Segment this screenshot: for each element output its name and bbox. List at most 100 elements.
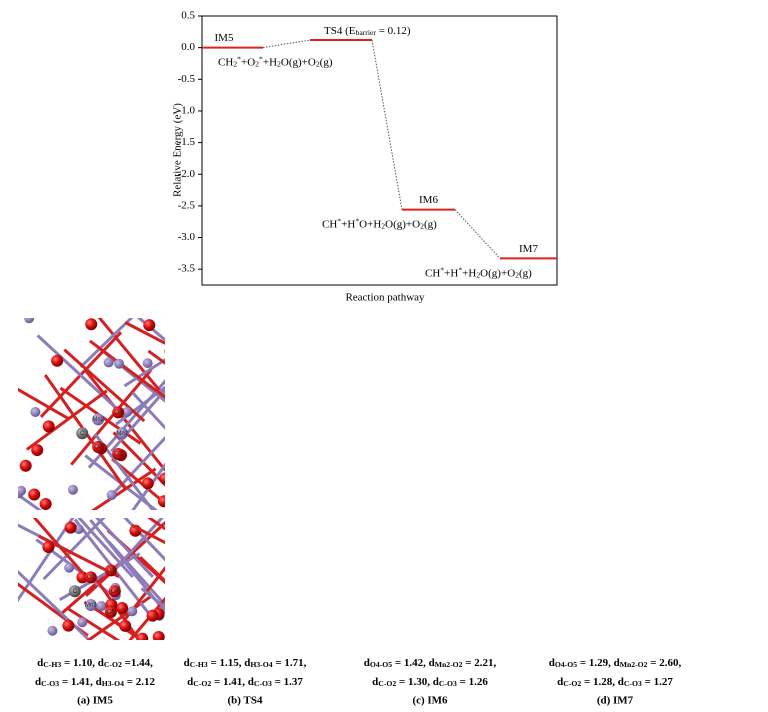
bond xyxy=(618,363,698,404)
bond xyxy=(465,492,545,582)
o-atom xyxy=(688,343,700,355)
o-atom xyxy=(143,319,156,332)
atom-label: O4 xyxy=(111,589,120,595)
bond xyxy=(140,587,165,610)
atom-label: Mn1 xyxy=(638,608,650,614)
mn-atom xyxy=(360,330,370,340)
bond xyxy=(639,501,719,582)
mn-atom xyxy=(261,597,271,607)
o-atom xyxy=(433,436,445,448)
atom-label: O4 xyxy=(444,610,453,616)
o-atom xyxy=(630,433,642,445)
bond xyxy=(574,503,654,558)
atom-label: Mn2 xyxy=(241,414,253,420)
atom-label: Mn1 xyxy=(454,431,466,437)
bond xyxy=(32,518,85,575)
o-atom xyxy=(301,592,313,604)
mn-atom xyxy=(177,551,187,561)
mn-atom xyxy=(357,516,367,526)
mn-atom xyxy=(301,623,311,633)
bond xyxy=(219,513,299,562)
bond xyxy=(655,271,735,380)
connector xyxy=(262,39,311,49)
o-atom xyxy=(466,581,478,593)
bond xyxy=(596,530,676,636)
atom-label: O5 xyxy=(621,604,630,610)
atom-label: Mn1 xyxy=(274,431,286,437)
atom-label: H3 xyxy=(235,606,243,612)
bond xyxy=(546,403,626,488)
bond xyxy=(443,341,523,424)
bond xyxy=(225,537,305,640)
bond xyxy=(583,392,663,472)
bond xyxy=(158,281,238,366)
bond xyxy=(499,322,579,398)
o-atom xyxy=(535,355,547,367)
labeled-atom xyxy=(275,444,287,456)
panel-label: (a) IM5 xyxy=(77,695,113,707)
bond xyxy=(319,484,399,579)
o-atom xyxy=(141,477,154,490)
o-atom xyxy=(146,609,159,622)
bond xyxy=(88,339,165,400)
panel-label: (c) IM6 xyxy=(412,695,448,707)
labeled-atom xyxy=(250,601,262,613)
mn-atom xyxy=(621,570,631,580)
mn-atom xyxy=(340,576,350,586)
mn-atom xyxy=(342,581,352,591)
o-atom xyxy=(192,435,204,447)
bond xyxy=(70,368,153,466)
mn-atom xyxy=(261,498,271,508)
bond xyxy=(239,520,319,586)
mn-atom xyxy=(371,578,381,588)
o-atom xyxy=(157,495,165,508)
o-atom xyxy=(290,314,302,326)
atom-label: O2 xyxy=(87,575,96,581)
bond xyxy=(351,540,431,658)
mn-atom xyxy=(18,485,27,496)
y-tick-label: 0.0 xyxy=(181,41,195,53)
connector xyxy=(454,209,501,259)
bond xyxy=(662,523,742,575)
bond xyxy=(408,540,488,655)
atom-label: C xyxy=(245,448,250,454)
bond xyxy=(147,349,165,365)
o-atom xyxy=(451,478,463,490)
structure-image: H4 O4 C O2 H3 O3 xyxy=(314,473,546,680)
bond xyxy=(201,499,281,610)
atom-label: O2 xyxy=(277,448,286,454)
bond xyxy=(460,567,540,638)
mn-atom xyxy=(24,318,35,324)
mn-atom xyxy=(498,594,508,604)
bond xyxy=(509,346,589,428)
mn-atom xyxy=(569,383,579,393)
atom-label: O5 xyxy=(107,610,116,616)
o-atom xyxy=(286,373,298,385)
o-atom xyxy=(340,517,352,529)
o-atom xyxy=(595,538,607,550)
bond xyxy=(514,526,594,641)
bond xyxy=(644,482,724,586)
bond xyxy=(609,382,689,490)
o-atom xyxy=(116,602,129,615)
mn-atom xyxy=(600,586,610,596)
mn-atom xyxy=(400,439,410,449)
bond xyxy=(357,339,437,409)
mn-atom xyxy=(677,448,687,458)
bond xyxy=(283,372,363,474)
bond xyxy=(536,525,616,634)
o-atom xyxy=(253,539,265,551)
mn-atom xyxy=(292,346,302,356)
o-atom xyxy=(180,322,192,334)
bond xyxy=(18,569,89,640)
bond xyxy=(649,405,729,512)
labeled-atom xyxy=(646,446,658,458)
atom-label: H3 xyxy=(260,415,268,421)
atom-label: Mn2 xyxy=(421,414,433,420)
bond xyxy=(591,575,671,631)
bond xyxy=(517,329,597,373)
labeled-atom xyxy=(112,406,125,419)
o-atom xyxy=(323,351,335,363)
structure-image: Mn1 O2 O4 C Mn2 O3 xyxy=(18,318,165,510)
atom-label: Mn1 xyxy=(116,431,128,437)
